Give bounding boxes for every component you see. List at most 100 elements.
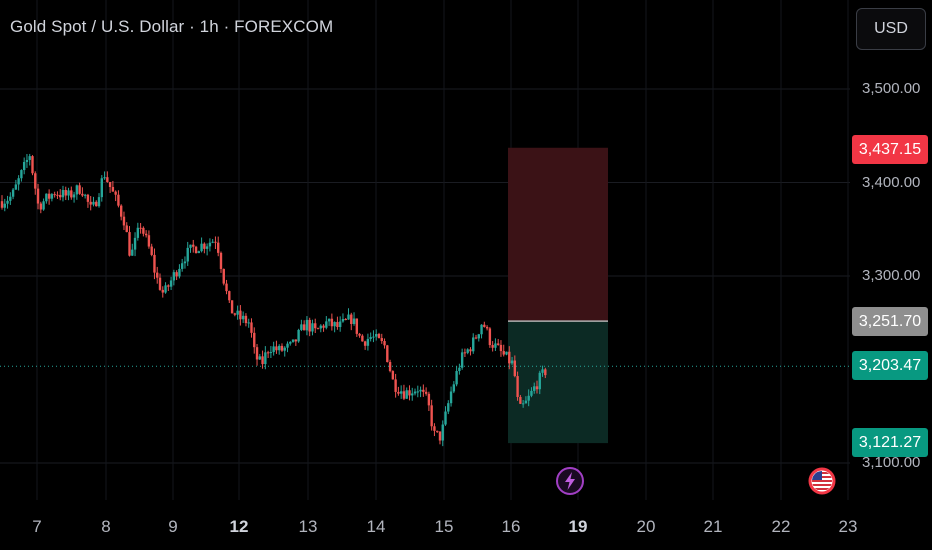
candle-body [194, 246, 198, 254]
candle-body [0, 201, 4, 208]
candle-body [250, 322, 253, 333]
candle-body [139, 227, 142, 229]
candle-body [460, 352, 464, 368]
candle-body [441, 424, 444, 441]
candle-body [153, 254, 156, 273]
chart-grid [0, 0, 850, 500]
candle-body [92, 201, 95, 205]
candle-body [316, 328, 320, 330]
candle-body [222, 268, 225, 284]
x-tick-label: 13 [298, 517, 318, 536]
candle-body [358, 333, 361, 336]
currency-selector-button[interactable]: USD [856, 8, 926, 50]
candle-body [452, 384, 456, 392]
entry-price-label: 3,251.70 [852, 307, 928, 336]
candle-body [436, 430, 439, 432]
candle-body [122, 216, 126, 226]
x-tick-label: 9 [168, 517, 178, 536]
candle-body [205, 246, 209, 249]
x-tick-label: 8 [101, 517, 111, 536]
candle-body [330, 318, 334, 327]
candle-body [239, 310, 242, 320]
candle-body [97, 197, 101, 207]
candle-body [438, 431, 442, 441]
candle-body [447, 403, 450, 412]
candle-body [469, 349, 472, 352]
y-tick-label: 3,500.00 [862, 80, 921, 97]
candle-body [516, 376, 519, 397]
candle-body [147, 235, 151, 247]
us-flag-event-icon[interactable] [807, 466, 837, 496]
candle-body [241, 315, 245, 320]
candle-body [217, 242, 220, 253]
candle-body [214, 241, 217, 243]
candle-body [175, 272, 178, 277]
candle-body [75, 185, 79, 195]
candle-body [372, 336, 375, 338]
stop-loss-zone[interactable] [508, 147, 608, 322]
candle-body [538, 372, 541, 390]
candle-body [95, 201, 98, 207]
candle-body [305, 319, 309, 331]
candle-body [283, 347, 286, 351]
candle-body [228, 291, 231, 301]
candle-body [286, 343, 289, 348]
x-tick-label: 14 [366, 517, 386, 536]
lightning-event-icon[interactable] [555, 466, 585, 496]
candle-body [172, 272, 176, 281]
candle-body [508, 351, 511, 364]
candle-body [319, 325, 322, 329]
candle-body [344, 319, 347, 321]
candle-body [449, 391, 453, 404]
candle-body [386, 345, 389, 363]
candle-body [219, 252, 223, 269]
candle-body [255, 347, 259, 360]
take-profit-price-label: 3,121.27 [852, 428, 928, 457]
candle-body [363, 341, 367, 346]
candle-body [366, 338, 370, 346]
candle-body [544, 369, 547, 376]
candle-body [53, 194, 56, 196]
x-tick-label: 12 [229, 517, 249, 536]
position-tool-zones[interactable] [508, 147, 608, 444]
candle-body [50, 194, 54, 199]
x-tick-label: 22 [771, 517, 791, 536]
candle-body [527, 395, 530, 401]
candle-body [86, 194, 90, 202]
candle-body [338, 321, 342, 327]
x-tick-label: 7 [32, 517, 42, 536]
candle-body [419, 389, 422, 392]
candle-body [433, 426, 436, 431]
candle-body [278, 345, 281, 351]
candle-body [444, 411, 447, 425]
candle-body [192, 244, 195, 247]
candle-body [36, 188, 40, 204]
candle-body [156, 272, 159, 278]
candle-body [180, 263, 184, 269]
candle-body [472, 337, 475, 352]
candle-body [336, 322, 339, 327]
candle-body [322, 325, 325, 328]
candle-body [72, 194, 76, 198]
x-tick-label: 19 [568, 517, 588, 536]
candle-body [350, 314, 353, 324]
candle-body [142, 227, 145, 234]
candle-body [169, 280, 173, 287]
candle-body [203, 243, 206, 249]
candle-body [119, 205, 123, 217]
candle-body [144, 233, 148, 236]
take-profit-zone[interactable] [508, 321, 608, 444]
candle-body [14, 184, 18, 190]
y-tick-label: 3,300.00 [862, 267, 921, 284]
candle-body [258, 356, 261, 360]
candle-body [502, 351, 505, 355]
candle-body [131, 249, 134, 256]
candle-body [253, 332, 256, 348]
candle-body [128, 232, 131, 256]
candle-body [225, 283, 228, 292]
x-tick-label: 16 [501, 517, 521, 536]
x-tick-label: 23 [838, 517, 858, 536]
candle-body [81, 193, 84, 196]
candle-body [416, 391, 419, 393]
